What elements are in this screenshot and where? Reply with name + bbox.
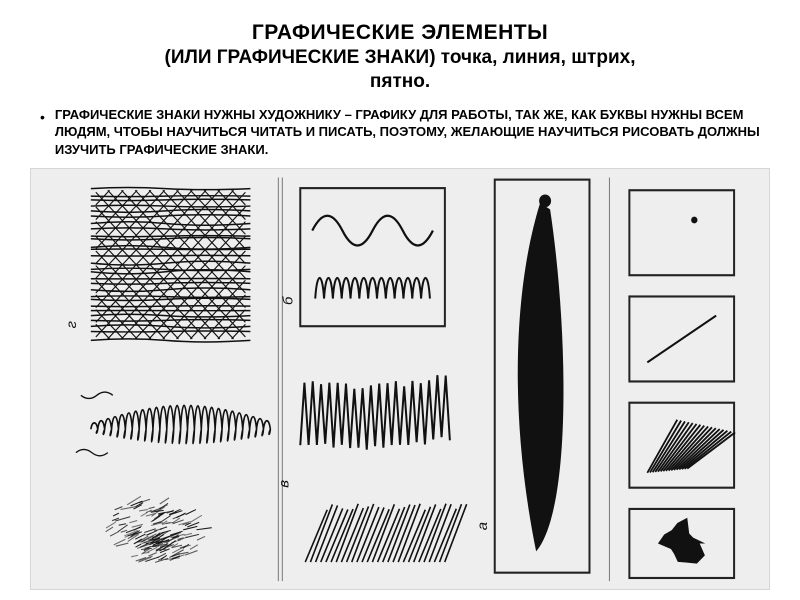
- figure-svg: г б в а: [31, 169, 769, 589]
- brush-stroke: [518, 203, 564, 551]
- slide-title: ГРАФИЧЕСКИЕ ЭЛЕМЕНТЫ (ИЛИ ГРАФИЧЕСКИЕ ЗН…: [30, 20, 770, 94]
- svg-text:в: в: [277, 480, 292, 488]
- dot-panel: [629, 191, 734, 276]
- graphic-figure: г б в а: [30, 168, 770, 590]
- title-line-1: ГРАФИЧЕСКИЕ ЭЛЕМЕНТЫ: [30, 20, 770, 46]
- zigzag-band: [300, 376, 450, 451]
- line-mark: [647, 316, 716, 363]
- slide: ГРАФИЧЕСКИЕ ЭЛЕМЕНТЫ (ИЛИ ГРАФИЧЕСКИЕ ЗН…: [0, 0, 800, 600]
- svg-text:б: б: [281, 296, 296, 305]
- slanted-hatch: [305, 504, 466, 562]
- bullet-icon: •: [40, 106, 55, 128]
- hatch-mark: [647, 420, 735, 473]
- body-text: ГРАФИЧЕСКИЕ ЗНАКИ НУЖНЫ ХУДОЖНИКУ – ГРАФ…: [55, 106, 760, 159]
- title-line-3: пятно.: [30, 70, 770, 94]
- hatched-square: [91, 188, 251, 342]
- blot-mark: [658, 518, 705, 564]
- svg-text:а: а: [475, 522, 490, 530]
- spring-scribble: [91, 406, 271, 444]
- svg-text:г: г: [64, 321, 79, 328]
- soft-blotch: [106, 497, 212, 563]
- body-text-row: • ГРАФИЧЕСКИЕ ЗНАКИ НУЖНЫ ХУДОЖНИКУ – ГР…: [40, 106, 760, 159]
- point-mark: [691, 217, 697, 224]
- title-line-2: (ИЛИ ГРАФИЧЕСКИЕ ЗНАКИ) точка, линия, шт…: [30, 46, 770, 70]
- wavy-line-panel: [300, 189, 445, 327]
